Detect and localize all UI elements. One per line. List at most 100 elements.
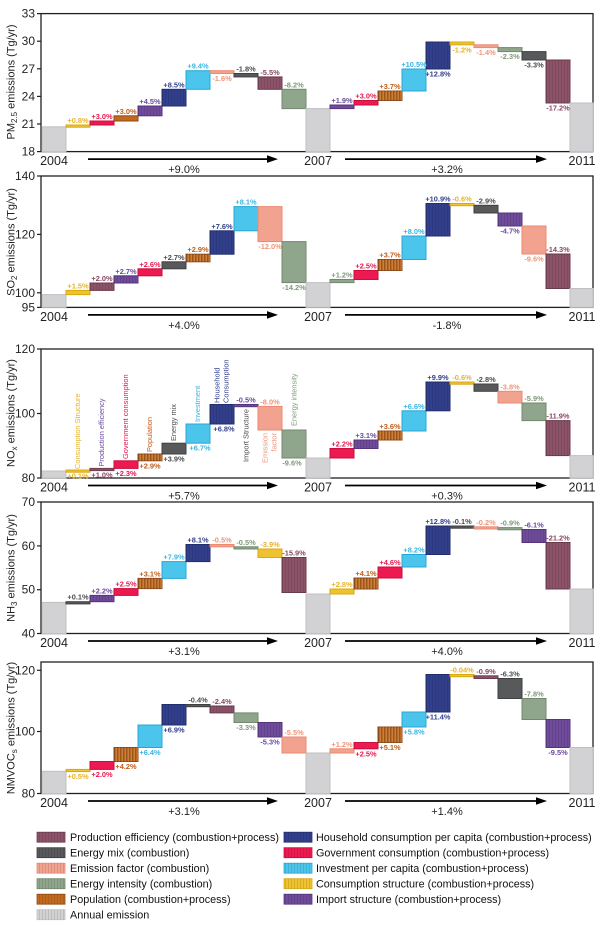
svg-text:2007: 2007: [304, 796, 332, 810]
svg-text:-5.5%: -5.5%: [284, 728, 304, 737]
svg-text:18: 18: [22, 145, 36, 159]
svg-text:-7.8%: -7.8%: [524, 690, 544, 699]
svg-text:-9.6%: -9.6%: [524, 255, 544, 264]
svg-text:Investment per capita (combust: Investment per capita (combustion+proces…: [316, 863, 529, 875]
svg-text:140: 140: [15, 169, 35, 183]
svg-text:+1.5%: +1.5%: [67, 281, 89, 290]
svg-text:+6.7%: +6.7%: [189, 444, 211, 453]
svg-text:+1.2%: +1.2%: [331, 271, 353, 280]
svg-text:+2.8%: +2.8%: [331, 580, 353, 589]
svg-text:+5.8%: +5.8%: [403, 728, 425, 737]
svg-text:+3.0%: +3.0%: [115, 107, 137, 116]
svg-text:+3.6%: +3.6%: [379, 422, 401, 431]
svg-text:Import Structure: Import Structure: [242, 409, 251, 462]
svg-text:+0.3%: +0.3%: [431, 491, 463, 503]
svg-text:+8.1%: +8.1%: [235, 198, 257, 207]
svg-text:33: 33: [22, 7, 36, 21]
svg-text:+3.7%: +3.7%: [379, 251, 401, 260]
svg-text:Emission: Emission: [261, 433, 270, 463]
svg-text:-6.3%: -6.3%: [500, 670, 520, 679]
svg-text:+5.7%: +5.7%: [168, 491, 200, 503]
svg-text:Annual emission: Annual emission: [70, 910, 149, 921]
svg-text:+7.9%: +7.9%: [163, 553, 185, 562]
svg-text:-1.8%: -1.8%: [433, 320, 462, 332]
svg-text:+12.8%: +12.8%: [425, 70, 451, 79]
svg-text:100: 100: [15, 286, 35, 300]
svg-text:factor: factor: [270, 432, 279, 451]
svg-text:-8.0%: -8.0%: [260, 397, 280, 406]
svg-text:-1.8%: -1.8%: [236, 65, 256, 74]
svg-text:-12.0%: -12.0%: [258, 242, 282, 251]
svg-text:+1.4%: +1.4%: [431, 806, 463, 818]
svg-text:-8.2%: -8.2%: [284, 80, 304, 89]
svg-text:-15.9%: -15.9%: [282, 549, 306, 558]
svg-text:-0.2%: -0.2%: [476, 518, 496, 527]
svg-text:Import structure (combustion+p: Import structure (combustion+process): [316, 894, 501, 906]
svg-text:120: 120: [15, 663, 35, 677]
svg-text:SO2​ emissions (Tg/yr): SO2​ emissions (Tg/yr): [6, 188, 20, 296]
svg-text:+0.5%: +0.5%: [67, 772, 89, 781]
svg-text:+6.4%: +6.4%: [139, 748, 161, 757]
svg-text:+2.9%: +2.9%: [187, 245, 209, 254]
svg-text:2004: 2004: [40, 154, 68, 168]
svg-text:Production efficiency: Production efficiency: [97, 398, 106, 466]
svg-text:+4.2%: +4.2%: [115, 762, 137, 771]
svg-text:21: 21: [22, 117, 36, 131]
svg-text:2007: 2007: [304, 154, 332, 168]
svg-text:2007: 2007: [304, 481, 332, 495]
svg-text:+2.2%: +2.2%: [91, 586, 113, 595]
svg-text:-0.6%: -0.6%: [452, 195, 472, 204]
svg-text:2011: 2011: [569, 481, 596, 495]
svg-text:+4.0%: +4.0%: [168, 320, 200, 332]
svg-text:100: 100: [15, 725, 35, 739]
svg-text:+5.1%: +5.1%: [379, 743, 401, 752]
svg-text:-5.5%: -5.5%: [260, 68, 280, 77]
svg-text:-4.7%: -4.7%: [500, 227, 520, 236]
svg-text:Household consumption per capi: Household consumption per capita (combus…: [316, 832, 592, 844]
svg-text:+9.9%: +9.9%: [427, 373, 449, 382]
svg-text:2011: 2011: [569, 154, 596, 168]
svg-text:+4.6%: +4.6%: [379, 558, 401, 567]
svg-text:120: 120: [15, 342, 35, 356]
svg-text:Energy intensity (combustion): Energy intensity (combustion): [70, 879, 212, 891]
svg-text:-2.3%: -2.3%: [500, 52, 520, 61]
svg-text:95: 95: [22, 300, 36, 314]
svg-text:-3.3%: -3.3%: [236, 723, 256, 732]
svg-text:-0.5%: -0.5%: [212, 536, 232, 545]
svg-text:-17.2%: -17.2%: [546, 104, 570, 113]
svg-text:+0.1%: +0.1%: [67, 472, 89, 481]
svg-text:-1.6%: -1.6%: [212, 74, 232, 83]
svg-text:+10.9%: +10.9%: [425, 195, 451, 204]
svg-text:50: 50: [22, 583, 36, 597]
svg-text:+11.4%: +11.4%: [426, 713, 451, 722]
svg-text:-3.8%: -3.8%: [500, 382, 520, 391]
svg-text:+2.3%: +2.3%: [115, 469, 137, 478]
svg-text:120: 120: [15, 227, 35, 241]
svg-text:Population (combustion+process: Population (combustion+process): [70, 894, 231, 906]
svg-text:-0.04%: -0.04%: [450, 666, 474, 675]
svg-text:40: 40: [22, 627, 36, 641]
svg-text:+0.1%: +0.1%: [67, 593, 89, 602]
svg-text:+4.0%: +4.0%: [431, 646, 463, 658]
svg-text:100: 100: [15, 407, 35, 421]
svg-text:+6.9%: +6.9%: [163, 726, 185, 735]
svg-text:-2.9%: -2.9%: [476, 196, 496, 205]
svg-text:-1.2%: -1.2%: [452, 45, 472, 54]
svg-text:+8.5%: +8.5%: [163, 80, 185, 89]
svg-text:Consumption structure (combust: Consumption structure (combustion+proces…: [316, 879, 534, 891]
svg-text:+2.0%: +2.0%: [91, 274, 113, 283]
svg-text:24: 24: [22, 89, 36, 103]
svg-text:NMVOCs​ emissions (Tg/yr): NMVOCs​ emissions (Tg/yr): [6, 662, 20, 794]
svg-text:-2.8%: -2.8%: [476, 375, 496, 384]
svg-text:2011: 2011: [569, 796, 596, 810]
svg-text:+2.5%: +2.5%: [115, 580, 137, 589]
svg-text:+6.8%: +6.8%: [213, 425, 235, 434]
svg-text:NOx​ emissions (Tg/yr): NOx​ emissions (Tg/yr): [6, 359, 20, 467]
svg-text:+2.2%: +2.2%: [331, 440, 353, 449]
svg-text:PM2.5​ emissions (Tg/yr): PM2.5​ emissions (Tg/yr): [6, 24, 20, 139]
svg-text:-9.6%: -9.6%: [282, 459, 302, 468]
svg-text:+6.6%: +6.6%: [403, 402, 425, 411]
svg-text:+2.9%: +2.9%: [139, 461, 161, 470]
svg-text:Emission factor (combustion): Emission factor (combustion): [70, 863, 209, 875]
svg-text:+0.8%: +0.8%: [67, 116, 89, 125]
